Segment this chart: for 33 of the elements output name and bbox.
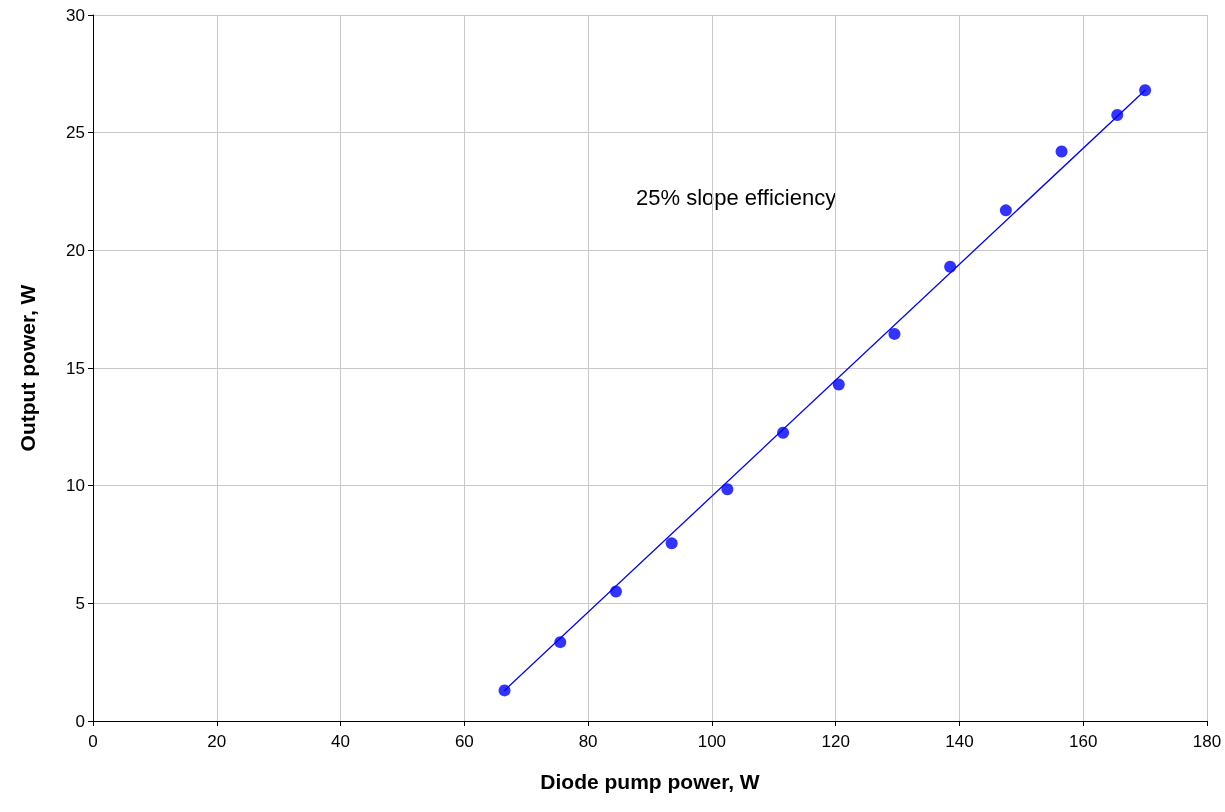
point [1055,145,1068,158]
point [944,260,957,273]
point [554,636,567,649]
annotation: 25% slope efficiency [636,184,837,210]
x-tick-label: 40 [331,732,351,751]
y-tick-label: 0 [75,711,85,731]
point [999,204,1012,217]
y-tick-label: 25 [66,123,85,143]
point [609,585,622,598]
y-tick-label: 20 [66,240,85,260]
x-tick-label: 120 [821,732,850,751]
point [498,684,511,697]
y-tick-label: 15 [66,358,85,378]
point [1111,109,1124,122]
point [777,426,790,439]
point [888,327,901,340]
x-tick-label: 160 [1069,732,1098,751]
point [832,378,845,391]
x-tick-label: 80 [578,732,598,751]
x-tick-label: 180 [1192,732,1222,751]
x-tick-label: 0 [88,732,98,751]
y-axis-title: Output power, W [16,284,39,452]
point [721,483,734,496]
point [1139,84,1152,97]
x-tick-label: 140 [945,732,974,751]
y-tick-label: 30 [66,5,85,25]
x-axis-title: Diode pump power, W [540,770,760,793]
point [665,537,678,550]
x-tick-label: 100 [697,732,727,751]
x-tick-label: 20 [207,732,227,751]
x-tick-label: 60 [454,732,474,751]
y-tick-label: 10 [66,476,85,496]
y-tick-label: 5 [75,593,85,613]
